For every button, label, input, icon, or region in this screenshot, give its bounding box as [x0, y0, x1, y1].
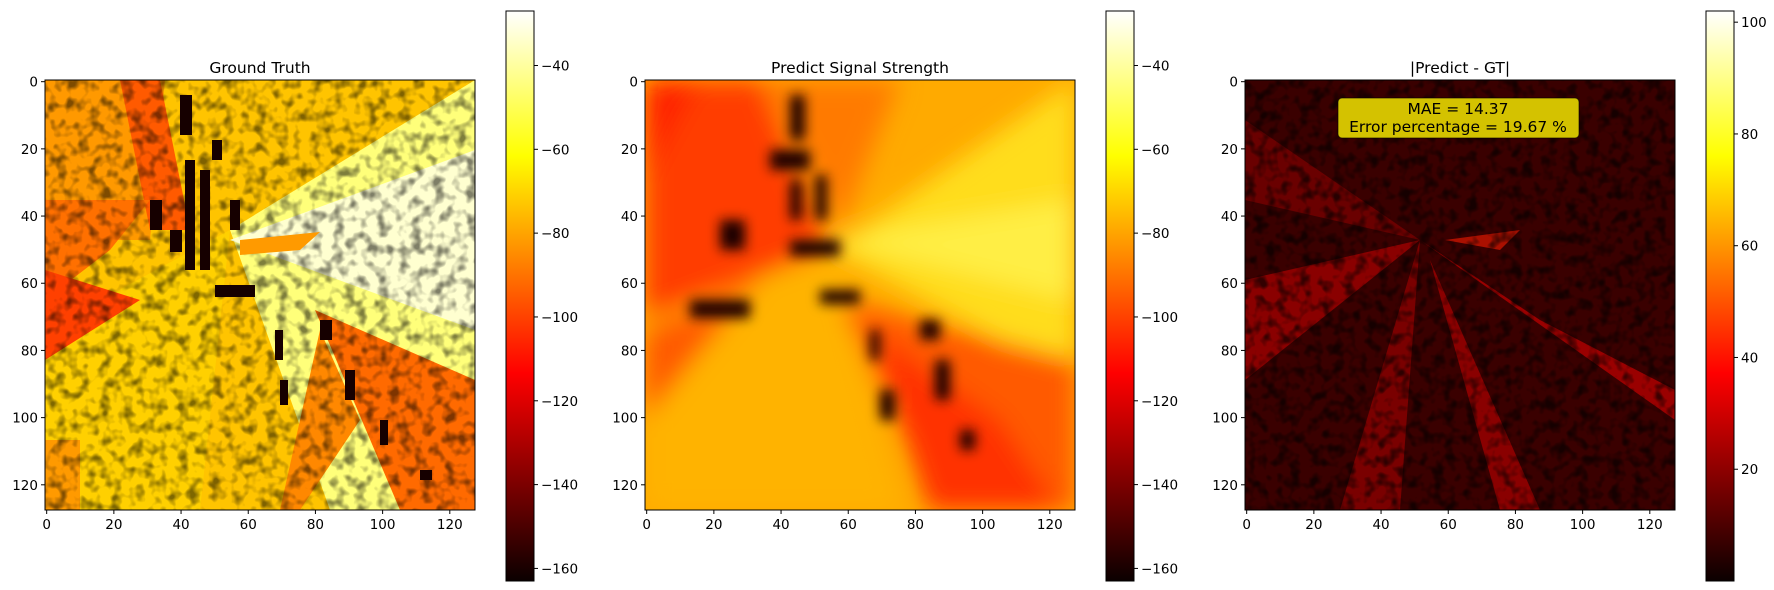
y-tick-label: 100	[1212, 411, 1238, 427]
y-tick-label: 120	[1212, 478, 1238, 494]
y-tick-label: 60	[621, 276, 638, 292]
annotation-mae: MAE = 14.37	[1408, 100, 1509, 118]
colorbar-tick-label: −140	[541, 478, 578, 494]
y-tick-label: 120	[12, 478, 38, 494]
colorbar-tick-label: 20	[1741, 462, 1758, 478]
y-tick-label: 20	[21, 142, 38, 158]
x-tick-label: 60	[840, 517, 857, 533]
colorbar-tick-label: −60	[541, 142, 570, 158]
y-tick-label: 0	[29, 75, 38, 91]
y-tick-label: 0	[629, 75, 638, 91]
x-tick-label: 20	[105, 517, 122, 533]
y-tick-label: 80	[621, 343, 638, 359]
x-tick-label: 100	[970, 517, 996, 533]
panel-prediction: Predict Signal Strength	[612, 10, 1178, 582]
colorbar-frame	[1105, 10, 1135, 582]
panel-title: Ground Truth	[209, 59, 310, 77]
plot-frame	[1244, 79, 1676, 511]
x-tick-label: 80	[907, 517, 924, 533]
x-tick-label: 100	[370, 517, 396, 533]
x-tick-label: 80	[307, 517, 324, 533]
y-tick-label: 40	[1221, 209, 1238, 225]
x-tick-label: 100	[1570, 517, 1596, 533]
x-tick-label: 40	[772, 517, 789, 533]
colorbar-tick-label: 100	[1741, 15, 1767, 31]
x-tick-label: 120	[1637, 517, 1663, 533]
colorbar-tick-label: −160	[1141, 561, 1178, 577]
colorbar-tick-label: 40	[1741, 350, 1758, 366]
x-tick-label: 0	[1242, 517, 1251, 533]
plot-frame	[44, 79, 476, 511]
y-tick-label: 100	[612, 411, 638, 427]
x-tick-label: 60	[240, 517, 257, 533]
axis-ticks: 0 20 40 60 80 100 120 0 20 40 60 80 100 120	[1212, 75, 1662, 533]
x-tick-label: 0	[642, 517, 651, 533]
colorbar-tick-label: −160	[541, 561, 578, 577]
colorbar-tick-label: −80	[1141, 226, 1170, 242]
colorbar-frame	[1705, 10, 1735, 582]
colorbar-tick-label: 80	[1741, 127, 1758, 143]
colorbar-tick-label: −140	[1141, 478, 1178, 494]
panel-title: Predict Signal Strength	[771, 59, 949, 77]
colorbar-ticks: −40 −60 −80 −100 −120 −140 −160	[534, 58, 578, 577]
colorbar: 100 80 60 40 20	[1705, 10, 1767, 582]
colorbar-tick-label: −120	[541, 394, 578, 410]
x-tick-label: 0	[42, 517, 51, 533]
annotation-box	[1337, 97, 1580, 139]
panel-ground-truth: Ground Truth	[12, 10, 578, 582]
panel-error: |Predict - GT| MAE = 14.37 Error percent…	[1212, 10, 1767, 582]
axis-ticks: 0 20 40 60 80 100 120 0 20 40 60 80 100 120	[12, 75, 462, 533]
colorbar-tick-label: −40	[541, 58, 570, 74]
colorbar-tick-label: −40	[1141, 58, 1170, 74]
y-tick-label: 100	[12, 411, 38, 427]
axis-ticks: 0 20 40 60 80 100 120 0 20 40 60 80 100 120	[612, 75, 1062, 533]
colorbar-frame	[505, 10, 535, 582]
x-tick-label: 20	[1305, 517, 1322, 533]
heatmap-image	[1245, 80, 1675, 510]
y-tick-label: 40	[21, 209, 38, 225]
colorbar-tick-label: −80	[541, 226, 570, 242]
heatmap-image	[45, 80, 475, 510]
colorbar: −40 −60 −80 −100 −120 −140 −160	[505, 10, 578, 582]
metrics-annotation: MAE = 14.37 Error percentage = 19.67 %	[1337, 97, 1580, 139]
y-tick-label: 20	[621, 142, 638, 158]
colorbar-tick-label: −60	[1141, 142, 1170, 158]
annotation-error-percentage: Error percentage = 19.67 %	[1349, 118, 1567, 136]
y-tick-label: 0	[1229, 75, 1238, 91]
y-tick-label: 60	[21, 276, 38, 292]
y-tick-label: 120	[612, 478, 638, 494]
colorbar-ticks: 100 80 60 40 20	[1734, 15, 1767, 478]
colorbar-gradient	[1706, 11, 1734, 581]
y-tick-label: 60	[1221, 276, 1238, 292]
y-tick-label: 80	[21, 343, 38, 359]
colorbar-tick-label: −100	[1141, 310, 1178, 326]
colorbar-tick-label: 60	[1741, 239, 1758, 255]
colorbar-ticks: −40 −60 −80 −100 −120 −140 −160	[1134, 58, 1178, 577]
x-tick-label: 20	[705, 517, 722, 533]
colorbar-gradient	[1106, 11, 1134, 581]
y-tick-label: 80	[1221, 343, 1238, 359]
colorbar: −40 −60 −80 −100 −120 −140 −160	[1105, 10, 1178, 582]
x-tick-label: 120	[437, 517, 463, 533]
colorbar-tick-label: −100	[541, 310, 578, 326]
x-tick-label: 40	[1372, 517, 1389, 533]
y-tick-label: 40	[621, 209, 638, 225]
x-tick-label: 40	[172, 517, 189, 533]
colorbar-gradient	[506, 11, 534, 581]
heatmap-image	[645, 80, 1075, 510]
y-tick-label: 20	[1221, 142, 1238, 158]
x-tick-label: 80	[1507, 517, 1524, 533]
panel-title: |Predict - GT|	[1410, 59, 1510, 77]
x-tick-label: 120	[1037, 517, 1063, 533]
colorbar-tick-label: −120	[1141, 394, 1178, 410]
x-tick-label: 60	[1440, 517, 1457, 533]
plot-frame	[644, 79, 1076, 511]
